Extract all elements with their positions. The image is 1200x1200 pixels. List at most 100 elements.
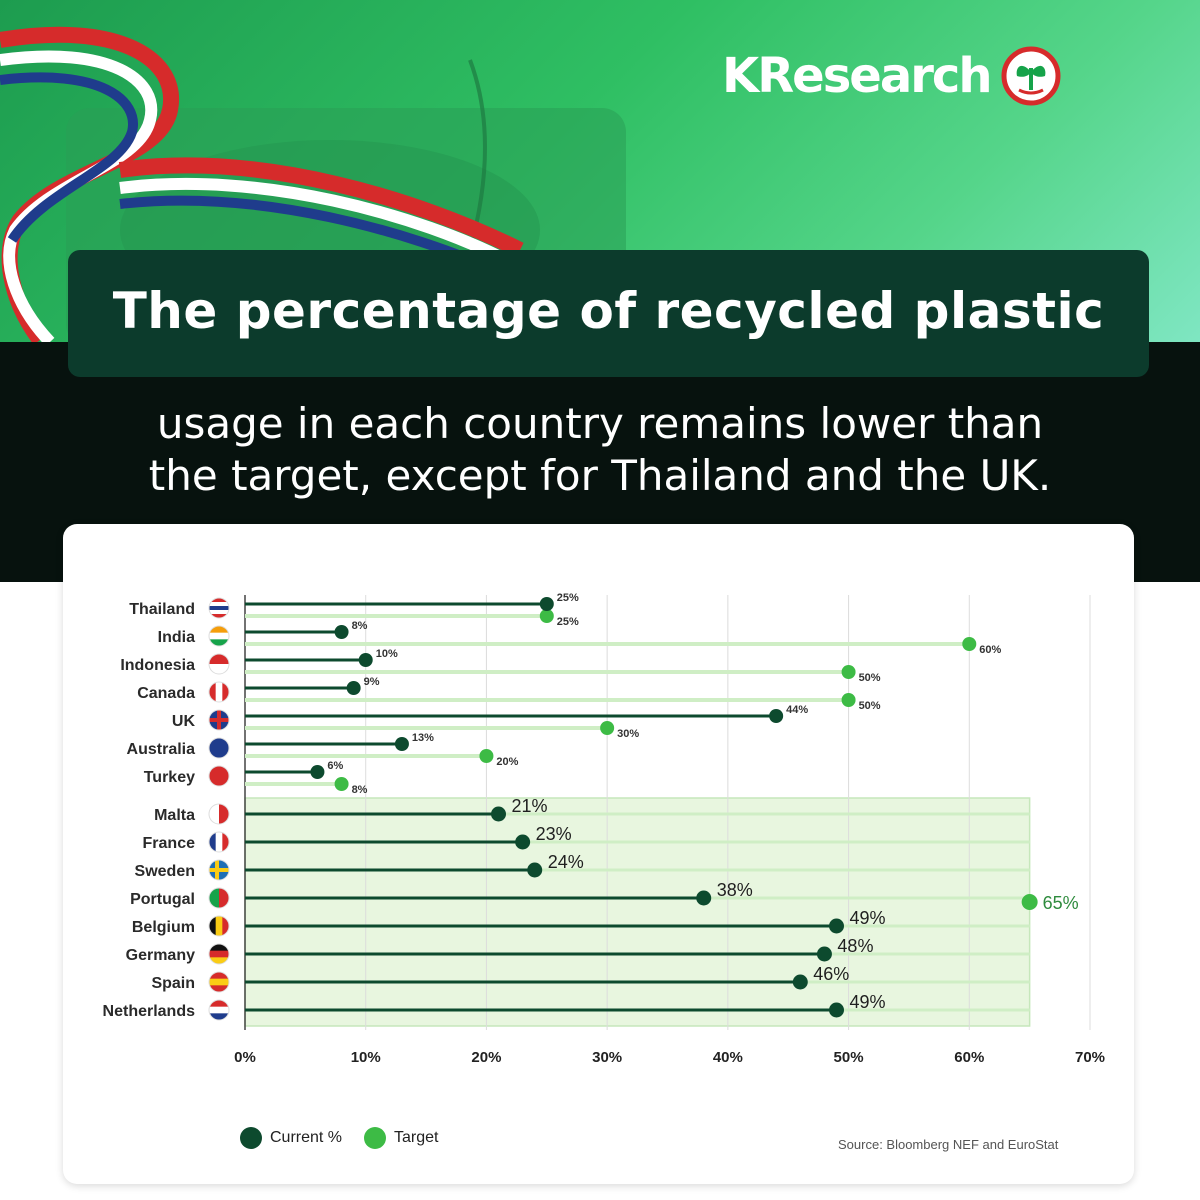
current-value-label: 25% — [557, 592, 579, 604]
current-dot — [527, 862, 543, 878]
country-label: Malta — [154, 807, 195, 824]
current-value-label: 8% — [352, 620, 368, 632]
current-dot — [346, 681, 361, 695]
thai-ribbon-white-2 — [119, 177, 513, 268]
country-label: Netherlands — [103, 1003, 196, 1020]
title-box — [68, 250, 1149, 377]
legend-target-swatch — [364, 1127, 387, 1149]
country-label: France — [143, 835, 196, 852]
chart-legend: Current % Target — [240, 1127, 439, 1149]
current-dot — [310, 765, 325, 779]
target-value-label: 60% — [979, 644, 1001, 656]
current-dot — [829, 918, 844, 934]
x-tick-label: 20% — [471, 1049, 501, 1066]
page-title: The percentage of recycled plastic — [112, 282, 1105, 340]
eu-target-label: 65% — [1043, 893, 1079, 913]
spain-flag-icon — [208, 971, 230, 993]
current-dot — [334, 625, 349, 639]
legend-current-swatch — [240, 1127, 262, 1149]
country-label: Spain — [151, 975, 195, 992]
turkey-flag-icon — [208, 765, 230, 787]
current-dot — [539, 597, 554, 611]
portugal-flag-icon — [208, 887, 230, 909]
x-tick-label: 30% — [592, 1049, 622, 1066]
brand-logo: KResearch — [722, 44, 1061, 108]
kbank-leaf-icon — [1001, 46, 1061, 106]
x-tick-label: 60% — [954, 1049, 984, 1066]
belgium-flag-icon — [208, 915, 230, 937]
current-dot — [491, 806, 506, 822]
thailand-flag-icon — [208, 597, 230, 619]
uk-flag-icon — [208, 709, 230, 731]
target-dot — [479, 749, 494, 763]
current-value-label: 21% — [512, 796, 548, 816]
country-label: Belgium — [132, 919, 195, 936]
current-value-label: 49% — [850, 992, 886, 1012]
country-label: Indonesia — [120, 657, 195, 674]
france-flag-icon — [208, 831, 230, 853]
x-tick-label: 0% — [234, 1049, 256, 1066]
subtitle-line-2: the target, except for Thailand and the … — [148, 451, 1052, 500]
brand-name: KResearch — [722, 48, 993, 104]
current-value-label: 23% — [536, 824, 572, 844]
current-value-label: 13% — [412, 732, 434, 744]
country-label: Sweden — [135, 863, 195, 880]
x-tick-label: 50% — [834, 1049, 864, 1066]
current-value-label: 48% — [837, 936, 873, 956]
current-value-label: 6% — [327, 760, 343, 772]
current-dot — [696, 890, 712, 906]
current-dot — [792, 974, 808, 990]
x-tick-label: 10% — [351, 1049, 381, 1066]
target-value-label: 30% — [617, 728, 639, 740]
current-dot — [829, 1002, 844, 1018]
country-label: Australia — [127, 741, 196, 758]
canada-flag-icon — [208, 681, 230, 703]
thai-ribbon-blue — [0, 72, 138, 243]
x-tick-label: 40% — [713, 1049, 743, 1066]
current-dot — [769, 709, 784, 723]
target-dot — [334, 777, 349, 791]
netherlands-flag-icon — [208, 999, 230, 1021]
subtitle-line-1: usage in each country remains lower than — [156, 399, 1044, 448]
indonesia-flag-icon — [208, 653, 230, 675]
country-label: Turkey — [144, 769, 195, 786]
page-subtitle: usage in each country remains lower than… — [40, 398, 1160, 502]
current-value-label: 9% — [364, 676, 380, 688]
eu-target-band — [244, 797, 1031, 1027]
current-dot — [358, 653, 373, 667]
thai-ribbon-red-2 — [118, 157, 524, 258]
india-flag-icon — [208, 625, 230, 647]
current-value-label: 46% — [813, 964, 849, 984]
current-dot — [394, 737, 409, 751]
target-value-label: 20% — [496, 756, 518, 768]
country-label: India — [158, 629, 195, 646]
target-dot — [841, 665, 856, 679]
target-dot — [841, 693, 856, 707]
current-value-label: 38% — [717, 880, 753, 900]
current-value-label: 10% — [376, 648, 398, 660]
eu-target-dot — [1021, 894, 1038, 910]
source-note: Source: Bloomberg NEF and EuroStat — [838, 1137, 1059, 1152]
germany-flag-icon — [208, 943, 230, 965]
current-dot — [816, 946, 832, 962]
country-label: Canada — [137, 685, 195, 702]
target-value-label: 8% — [352, 784, 368, 796]
sweden-flag-icon — [208, 859, 230, 881]
target-dot — [962, 637, 977, 651]
current-value-label: 24% — [548, 852, 584, 872]
country-label: UK — [172, 713, 196, 730]
x-tick-label: 70% — [1075, 1049, 1105, 1066]
country-label: Portugal — [130, 891, 195, 908]
legend-target-label: Target — [394, 1129, 439, 1146]
current-value-label: 44% — [786, 704, 808, 716]
target-value-label: 50% — [859, 672, 881, 684]
target-value-label: 25% — [557, 616, 579, 628]
current-dot — [515, 834, 531, 850]
target-dot — [539, 609, 554, 623]
country-label: Germany — [126, 947, 195, 964]
target-dot — [600, 721, 615, 735]
legend-current-label: Current % — [270, 1129, 343, 1146]
target-value-label: 50% — [859, 700, 881, 712]
malta-flag-icon — [208, 803, 230, 825]
